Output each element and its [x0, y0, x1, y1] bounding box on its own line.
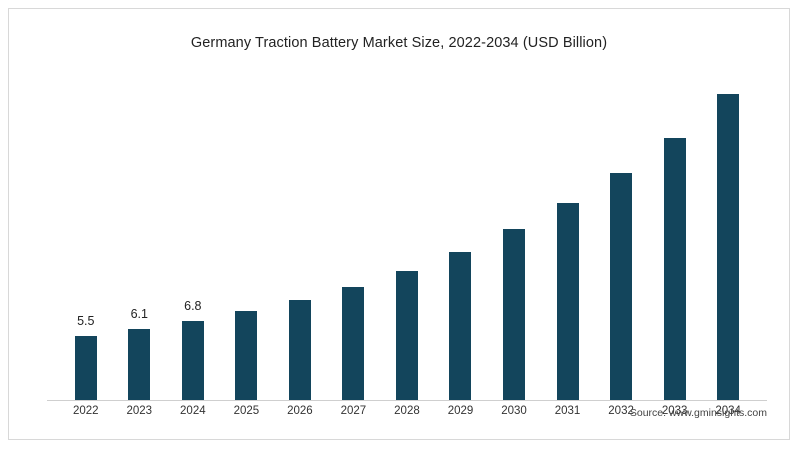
- bar[interactable]: [288, 300, 311, 400]
- bar-slot: [648, 79, 702, 400]
- bar-slot: [434, 79, 488, 400]
- bar-slot: 6.1: [113, 79, 167, 400]
- x-tick-label: 2025: [233, 405, 260, 417]
- bar-slot: [220, 79, 274, 400]
- bar[interactable]: [717, 94, 740, 400]
- chart-frame: Germany Traction Battery Market Size, 20…: [8, 8, 790, 440]
- bar[interactable]: [663, 138, 686, 400]
- bar-slot: [273, 79, 327, 400]
- x-tick-label: 2031: [554, 405, 581, 417]
- bar-slot: [380, 79, 434, 400]
- x-tick-label: 2029: [447, 405, 474, 417]
- bar[interactable]: [395, 271, 418, 400]
- bar[interactable]: [235, 311, 258, 400]
- x-tick-label: 2022: [72, 405, 99, 417]
- bar[interactable]: [503, 229, 526, 400]
- x-tick-label: 2028: [394, 405, 420, 417]
- x-tick-label: 2024: [180, 405, 206, 417]
- bar-value-label: 6.1: [130, 307, 148, 321]
- x-tick-label: 2034: [715, 405, 741, 417]
- bar[interactable]: [610, 173, 633, 400]
- bar-value-label: 5.5: [77, 314, 95, 328]
- source-attribution: Source: www.gminsights.com: [629, 407, 767, 419]
- x-tick-label: 2023: [126, 405, 153, 417]
- x-tick-label: 2026: [287, 405, 313, 417]
- bar[interactable]: [556, 203, 579, 400]
- x-tick-label: 2033: [661, 405, 688, 417]
- bar-slot: [327, 79, 381, 400]
- x-tick-label: 2030: [501, 405, 527, 417]
- chart-title: Germany Traction Battery Market Size, 20…: [190, 35, 608, 51]
- bar[interactable]: [181, 321, 204, 400]
- bar-value-label: 6.8: [184, 299, 202, 313]
- bar-slot: [541, 79, 595, 400]
- x-tick-label: 2027: [340, 405, 367, 417]
- bar-slot: [701, 79, 755, 400]
- bar-slot: 6.8: [166, 79, 220, 400]
- bar[interactable]: [74, 336, 97, 400]
- bar[interactable]: [342, 287, 365, 400]
- bar-slot: [594, 79, 648, 400]
- bar-slot: 5.5: [59, 79, 113, 400]
- bar-slot: [487, 79, 541, 400]
- x-tick-label: 2032: [608, 405, 634, 417]
- x-axis-tick-labels: 2022 2023 2024 2025 2026 2027 2028 2029 …: [47, 405, 767, 417]
- x-axis-line: [47, 400, 767, 401]
- plot-area: 5.5 6.1 6.8: [47, 79, 767, 401]
- bar-series: 5.5 6.1 6.8: [47, 79, 767, 400]
- bar[interactable]: [128, 329, 151, 400]
- bar[interactable]: [449, 252, 472, 400]
